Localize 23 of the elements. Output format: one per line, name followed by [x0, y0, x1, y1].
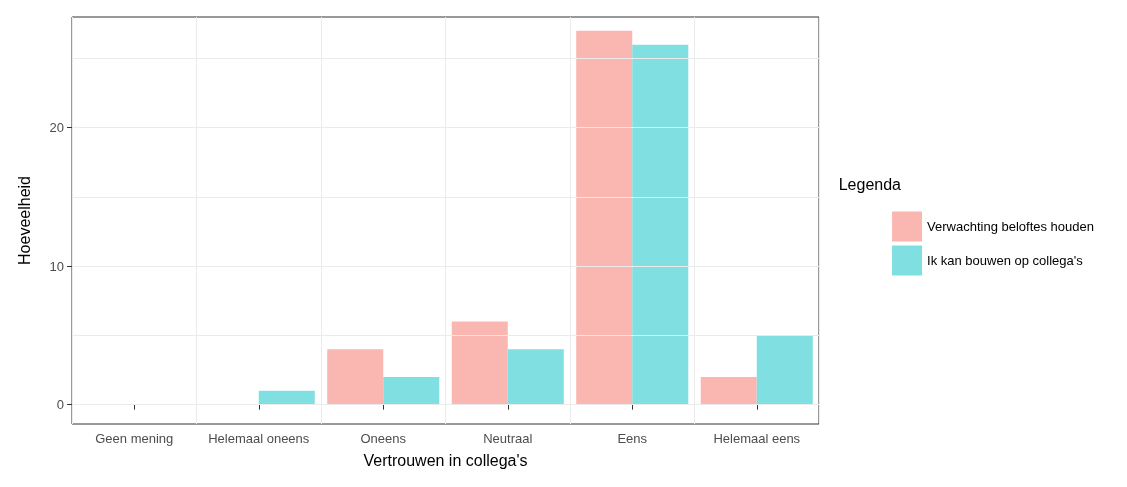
y-tick-label: 20: [49, 120, 64, 136]
bar: [258, 390, 315, 405]
y-tick-label: 0: [56, 397, 64, 413]
legend-label: Verwachting beloftes houden: [927, 219, 1095, 234]
x-tick-label: Helemaal eens: [713, 431, 801, 446]
x-tick-label: Eens: [617, 431, 648, 446]
y-tick-label: 10: [49, 258, 64, 274]
bar: [756, 335, 813, 405]
y-axis-title: Hoeveelheid: [15, 176, 33, 265]
bar: [451, 321, 508, 405]
legend-label: Ik kan bouwen op collega's: [927, 253, 1084, 268]
bar: [327, 349, 384, 405]
x-tick-label: Neutraal: [483, 431, 533, 446]
x-tick-label: Geen mening: [95, 431, 174, 446]
bar: [700, 376, 757, 405]
bar: [507, 349, 564, 405]
x-tick-label: Oneens: [360, 431, 407, 446]
bar: [632, 44, 689, 405]
x-tick-label: Helemaal oneens: [208, 431, 310, 446]
bar: [576, 30, 633, 405]
bar: [383, 376, 440, 405]
legend-title: Legenda: [838, 175, 902, 193]
x-axis-title: Vertrouwen in collega's: [363, 451, 528, 469]
